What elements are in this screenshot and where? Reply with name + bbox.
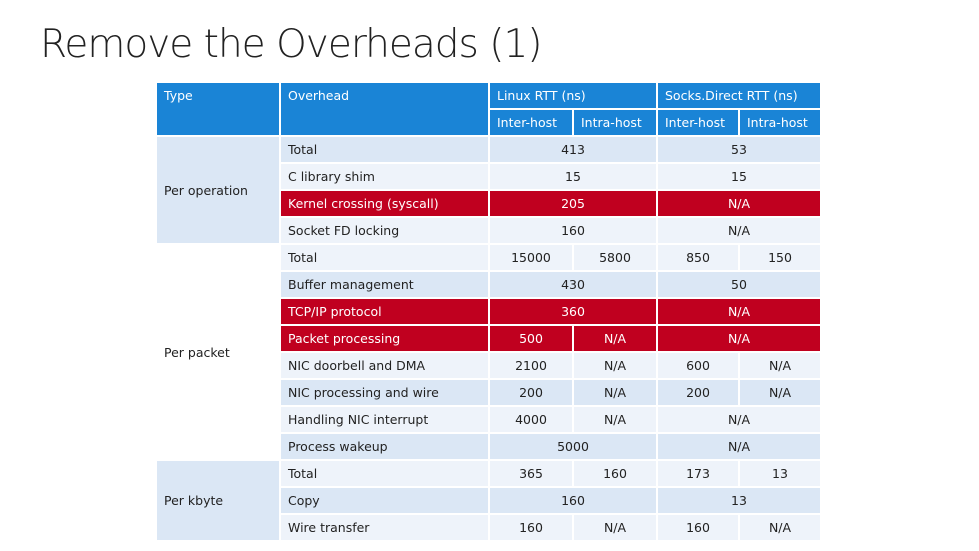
table-row: NIC doorbell and DMA 2100 N/A 600 N/A	[157, 352, 822, 380]
table-row: Copy 160 13	[157, 487, 822, 515]
linux-inter-value: 160	[489, 514, 574, 542]
socks-value: 13	[657, 487, 822, 515]
socks-inter-value: 600	[657, 352, 740, 380]
header-linux-intra: Intra-host	[573, 109, 658, 137]
linux-intra-value: N/A	[573, 325, 658, 353]
socks-intra-value: N/A	[739, 514, 822, 542]
table-row: Per operation Total 413 53	[157, 136, 822, 245]
table-row: NIC processing and wire 200 N/A 200 N/A	[157, 379, 822, 407]
socks-value: N/A	[657, 217, 822, 245]
row-label: C library shim	[280, 163, 490, 191]
socks-intra-value: N/A	[739, 379, 822, 407]
row-label: Handling NIC interrupt	[280, 406, 490, 434]
socks-inter-value: 850	[657, 244, 740, 272]
row-label: Copy	[280, 487, 490, 515]
linux-value: 5000	[489, 433, 658, 461]
linux-value: 160	[489, 487, 658, 515]
table-row: Per packet Total 15000 5800 850 150	[157, 244, 822, 461]
row-label: Process wakeup	[280, 433, 490, 461]
table-row: Wire transfer 160 N/A 160 N/A	[157, 514, 822, 542]
linux-intra-value: N/A	[573, 406, 658, 434]
table-row: Socket FD locking 160 N/A	[157, 217, 822, 245]
header-linux: Linux RTT (ns)	[489, 83, 658, 110]
socks-value: 15	[657, 163, 822, 191]
table-row: Buffer management 430 50	[157, 271, 822, 299]
row-label: Total	[280, 460, 490, 488]
socks-value: N/A	[657, 406, 822, 434]
page-title: Remove the Overheads (1)	[40, 22, 543, 67]
linux-inter-value: 365	[489, 460, 574, 488]
linux-inter-value: 200	[489, 379, 574, 407]
linux-intra-value: N/A	[573, 379, 658, 407]
header-socks: Socks.Direct RTT (ns)	[657, 83, 822, 110]
socks-value: N/A	[657, 298, 822, 326]
overhead-table: Type Overhead Linux RTT (ns) Socks.Direc…	[157, 83, 822, 542]
linux-inter-value: 15000	[489, 244, 574, 272]
row-label: Total	[280, 244, 490, 272]
table-row: Process wakeup 5000 N/A	[157, 433, 822, 461]
linux-intra-value: 5800	[573, 244, 658, 272]
table-row: TCP/IP protocol 360 N/A	[157, 298, 822, 326]
socks-intra-value: N/A	[739, 352, 822, 380]
socks-value: N/A	[657, 325, 822, 353]
linux-inter-value: 4000	[489, 406, 574, 434]
section-per-packet: Per packet	[157, 244, 281, 461]
header-socks-inter: Inter-host	[657, 109, 740, 137]
header-linux-inter: Inter-host	[489, 109, 574, 137]
socks-intra-value: 150	[739, 244, 822, 272]
linux-value: 15	[489, 163, 658, 191]
row-label: Total	[280, 136, 490, 164]
table-row: Handling NIC interrupt 4000 N/A N/A	[157, 406, 822, 434]
linux-value: 430	[489, 271, 658, 299]
linux-intra-value: N/A	[573, 514, 658, 542]
row-label: Buffer management	[280, 271, 490, 299]
table-row: Per kbyte Total 365 160 173 13	[157, 460, 822, 542]
linux-value: 160	[489, 217, 658, 245]
socks-inter-value: 200	[657, 379, 740, 407]
section-per-operation: Per operation	[157, 136, 281, 245]
header-overhead: Overhead	[280, 83, 490, 137]
row-label: NIC doorbell and DMA	[280, 352, 490, 380]
socks-inter-value: 160	[657, 514, 740, 542]
linux-inter-value: 500	[489, 325, 574, 353]
table-row: C library shim 15 15	[157, 163, 822, 191]
row-label: Socket FD locking	[280, 217, 490, 245]
socks-intra-value: 13	[739, 460, 822, 488]
linux-intra-value: N/A	[573, 352, 658, 380]
socks-value: N/A	[657, 433, 822, 461]
row-label: NIC processing and wire	[280, 379, 490, 407]
socks-value: 50	[657, 271, 822, 299]
linux-value: 413	[489, 136, 658, 164]
row-label: Wire transfer	[280, 514, 490, 542]
header-socks-intra: Intra-host	[739, 109, 822, 137]
linux-value: 360	[489, 298, 658, 326]
linux-inter-value: 2100	[489, 352, 574, 380]
socks-value: N/A	[657, 190, 822, 218]
row-label: Packet processing	[280, 325, 490, 353]
header-type: Type	[157, 83, 281, 137]
socks-value: 53	[657, 136, 822, 164]
row-label: Kernel crossing (syscall)	[280, 190, 490, 218]
linux-value: 205	[489, 190, 658, 218]
socks-inter-value: 173	[657, 460, 740, 488]
linux-intra-value: 160	[573, 460, 658, 488]
section-per-kbyte: Per kbyte	[157, 460, 281, 542]
table-row: Kernel crossing (syscall) 205 N/A	[157, 190, 822, 218]
header-row: Type Overhead Linux RTT (ns) Socks.Direc…	[157, 83, 822, 137]
subheader-row: Inter-host Intra-host Inter-host Intra-h…	[157, 109, 822, 137]
row-label: TCP/IP protocol	[280, 298, 490, 326]
table-row: Packet processing 500 N/A N/A	[157, 325, 822, 353]
